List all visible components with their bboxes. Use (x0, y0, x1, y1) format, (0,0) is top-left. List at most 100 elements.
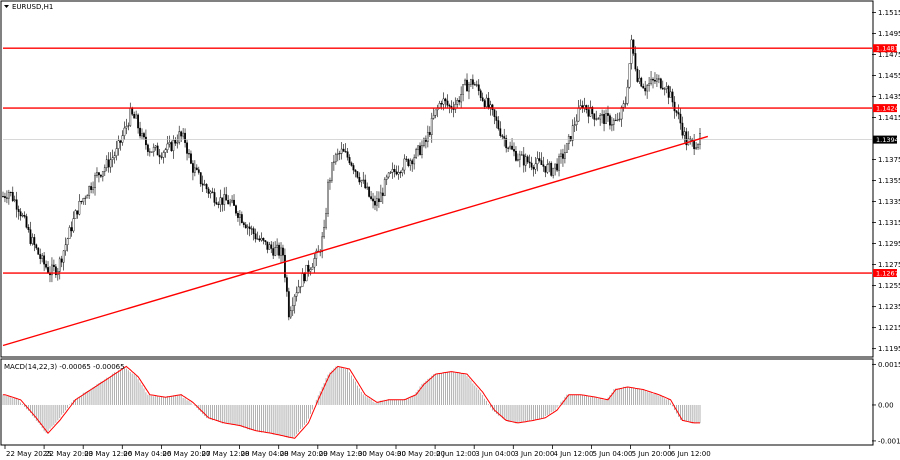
candle-body (548, 162, 551, 165)
current-price-tag (873, 135, 897, 144)
candle-body (495, 116, 498, 121)
candle-body (697, 143, 699, 148)
candle-body (538, 158, 541, 161)
candle-body (411, 160, 414, 165)
candle-body (293, 295, 296, 306)
candle-body (632, 39, 635, 54)
candle-body (178, 131, 181, 143)
candle-body (301, 273, 304, 287)
candle-body (646, 85, 649, 92)
time-tick-label: 27 May 12:00 (202, 450, 250, 458)
candle-body (444, 98, 447, 102)
candle-body (601, 114, 604, 116)
candle-body (146, 144, 149, 152)
candle-body (346, 151, 349, 158)
candle-body (135, 114, 138, 119)
price-tick-label: 1.1335 (878, 198, 900, 206)
candle-body (638, 77, 641, 82)
candle-body (350, 162, 353, 166)
candle-body (264, 240, 267, 243)
candle-body (248, 226, 251, 229)
candle-body (419, 145, 421, 155)
candle-body (154, 145, 157, 148)
candle-body (164, 149, 167, 153)
candle-body (54, 266, 57, 276)
candle-body (520, 154, 523, 156)
candle-body (407, 159, 410, 166)
candle-body (260, 237, 263, 241)
candle-body (438, 103, 441, 108)
candle-body (107, 159, 110, 168)
candle-body (473, 84, 476, 86)
horizontal-levels[interactable]: 1.1394 1.1481 1.1424 1.1267 (3, 44, 899, 277)
candle-body (442, 98, 445, 105)
candle-body (195, 167, 198, 170)
candle-body (94, 175, 96, 189)
candle-body (421, 145, 423, 155)
candle-body (654, 79, 656, 82)
candle-body (560, 153, 562, 157)
chart-title: EURUSD,H1 (12, 3, 53, 11)
candle-body (432, 115, 435, 119)
time-tick-label: 30 May 20:00 (397, 450, 445, 458)
candle-body (254, 233, 257, 240)
candle-body (430, 117, 433, 135)
dropdown-triangle-icon[interactable] (4, 5, 9, 8)
candle-body (376, 198, 378, 206)
candle-body (344, 151, 347, 153)
price-tick-label: 1.1495 (878, 30, 900, 38)
candle-body (11, 192, 14, 201)
candle-body (278, 244, 280, 256)
candle-body (334, 154, 337, 163)
candle-body (415, 149, 418, 159)
candle-body (372, 198, 374, 202)
symbol-title[interactable]: EURUSD,H1 (4, 3, 53, 11)
candle-body (180, 131, 183, 137)
candle-body (540, 160, 543, 165)
candle-body (323, 226, 325, 238)
candle-body (141, 133, 143, 137)
candle-body (182, 132, 185, 137)
time-tick-label: 5 Jun 04:00 (593, 450, 633, 458)
candle-body (479, 90, 482, 98)
candle-body (362, 179, 365, 181)
candle-body (174, 139, 177, 144)
candle-body (6, 197, 8, 199)
candle-body (624, 103, 627, 105)
time-tick-label: 6 Jun 12:00 (671, 450, 711, 458)
candle-body (379, 192, 382, 203)
trendline-group[interactable] (2, 135, 709, 347)
candle-body (113, 155, 116, 158)
candle-body (526, 156, 529, 163)
price-tick-label: 1.1235 (878, 303, 900, 311)
candle-body (618, 118, 621, 120)
candle-body (511, 145, 513, 150)
price-tick-label: 1.1315 (878, 219, 900, 227)
candle-body (693, 140, 696, 150)
candle-body (266, 241, 269, 250)
candle-body (554, 163, 557, 169)
candle-body (74, 210, 77, 219)
candle-body (221, 197, 224, 205)
candle-body (685, 131, 688, 146)
candle-body (145, 136, 147, 146)
candle-body (491, 104, 494, 110)
candle-body (517, 159, 519, 161)
level-price-label: 1.1267 (876, 269, 899, 277)
candle-body (252, 228, 255, 234)
candle-body (13, 199, 16, 201)
candle-body (162, 152, 165, 158)
macd-group (2, 365, 701, 439)
candle-body (364, 179, 367, 189)
candle-body (29, 229, 32, 244)
candle-body (487, 97, 490, 108)
candle-body (503, 136, 506, 139)
candle-body (481, 97, 484, 101)
time-tick-label: 3 Jun 04:00 (475, 450, 515, 458)
candle-body (327, 181, 329, 214)
price-tick-label: 1.1275 (878, 261, 900, 269)
candle-body (509, 145, 511, 149)
candle-body (231, 199, 233, 203)
candle-body (642, 86, 645, 89)
